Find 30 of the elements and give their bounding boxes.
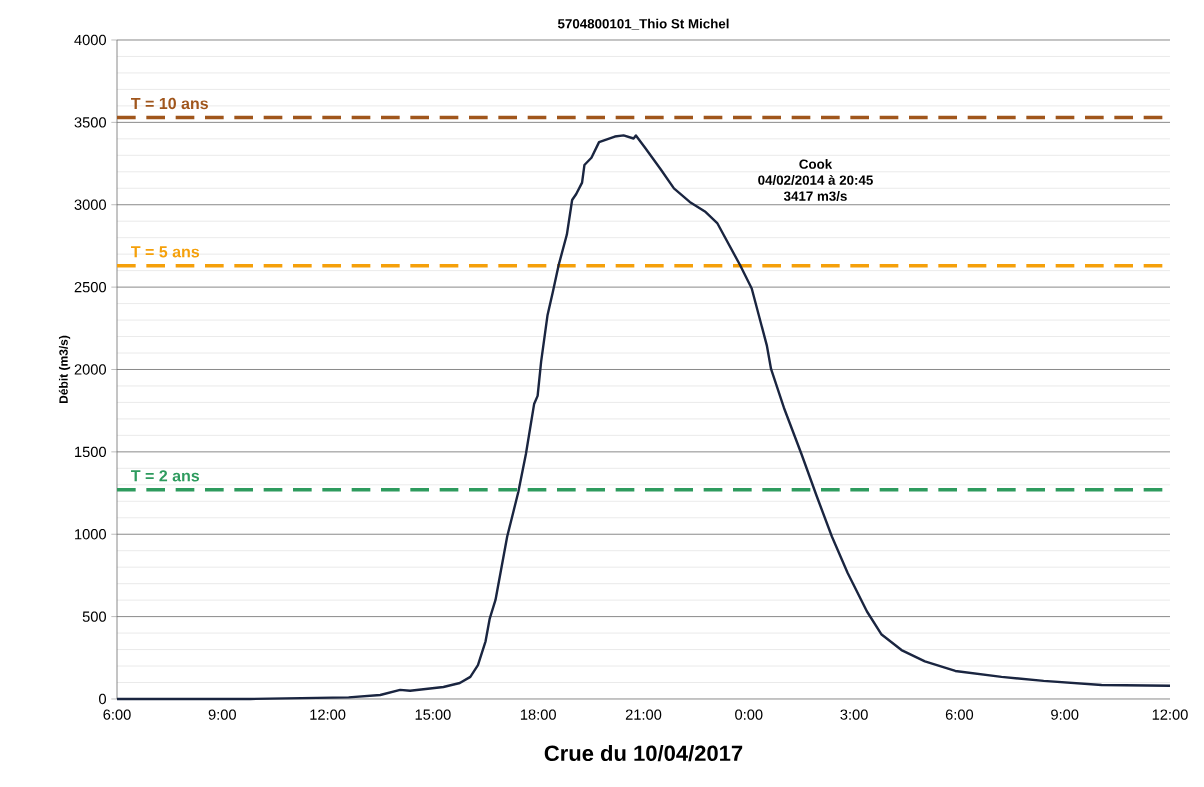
y-tick-label: 500 — [82, 611, 107, 622]
y-tick-label: 4000 — [74, 34, 107, 46]
x-tick-label: 9:00 — [208, 709, 236, 720]
x-tick-label: 6:00 — [945, 709, 974, 720]
annotation: 04/02/2014 à 20:45 — [758, 174, 873, 185]
x-tick-label: 15:00 — [415, 709, 451, 720]
x-tick-label: 18:00 — [520, 709, 556, 720]
y-axis-title: Débit (m3/s) — [58, 335, 71, 404]
line-series — [115, 134, 1172, 701]
x-axis-title: Crue du 10/04/2017 — [544, 744, 743, 762]
x-tick-label: 0:00 — [735, 709, 763, 720]
annotation: Cook — [799, 159, 833, 169]
x-tick-label: 3:00 — [840, 709, 868, 720]
annotation: T = 2 ans — [131, 470, 200, 482]
x-tick-label: 12:00 — [310, 709, 346, 720]
x-tick-label: 12:00 — [1152, 709, 1188, 720]
x-tick-label: 9:00 — [1051, 709, 1079, 720]
annotation: 3417 m3/s — [783, 191, 847, 201]
x-tick-label: 6:00 — [103, 709, 131, 720]
chart-title: 5704800101_Thio St Michel — [557, 18, 729, 30]
annotation: T = 10 ans — [131, 97, 208, 110]
y-tick-label: 3500 — [74, 117, 107, 128]
y-tick-label: 2000 — [74, 364, 107, 375]
y-tick-label: 2500 — [74, 281, 107, 293]
y-tick-label: 1500 — [75, 446, 107, 458]
x-tick-label: 21:00 — [625, 709, 662, 720]
y-tick-label: 3000 — [74, 199, 107, 210]
y-tick-label: 1000 — [75, 529, 107, 540]
y-tick-label: 0 — [99, 693, 107, 705]
annotation: T = 5 ans — [131, 246, 200, 258]
